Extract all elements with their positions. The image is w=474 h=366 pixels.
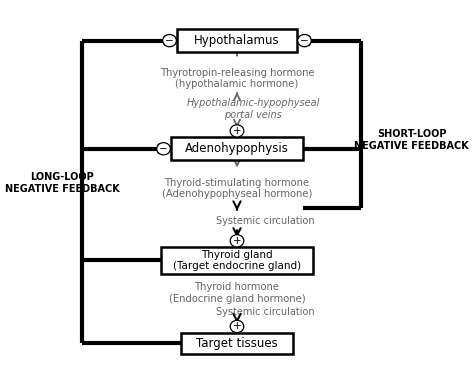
Circle shape: [230, 235, 244, 247]
Circle shape: [163, 34, 176, 47]
Text: Thyroid hormone
(Endocrine gland hormone): Thyroid hormone (Endocrine gland hormone…: [169, 282, 305, 304]
Text: +: +: [233, 321, 241, 332]
FancyBboxPatch shape: [181, 333, 293, 354]
Circle shape: [230, 125, 244, 137]
Text: Hypothalamic-hypophyseal
portal veins: Hypothalamic-hypophyseal portal veins: [186, 98, 320, 120]
Circle shape: [298, 34, 311, 47]
Text: SHORT-LOOP
NEGATIVE FEEDBACK: SHORT-LOOP NEGATIVE FEEDBACK: [354, 129, 469, 150]
Text: Thyroid gland
(Target endocrine gland): Thyroid gland (Target endocrine gland): [173, 250, 301, 271]
Text: −: −: [300, 36, 309, 46]
Text: Thyrotropin-releasing hormone
(hypothalamic hormone): Thyrotropin-releasing hormone (hypothala…: [160, 68, 314, 89]
FancyBboxPatch shape: [177, 29, 297, 52]
Circle shape: [157, 143, 170, 155]
Text: Systemic circulation: Systemic circulation: [216, 307, 314, 317]
Text: +: +: [233, 236, 241, 246]
Text: Thyroid-stimulating hormone
(Adenohypophyseal hormone): Thyroid-stimulating hormone (Adenohypoph…: [162, 178, 312, 199]
Text: Adenohypophysis: Adenohypophysis: [185, 142, 289, 155]
Circle shape: [230, 320, 244, 333]
Text: Target tissues: Target tissues: [196, 337, 278, 350]
Text: −: −: [159, 144, 168, 154]
Text: LONG-LOOP
NEGATIVE FEEDBACK: LONG-LOOP NEGATIVE FEEDBACK: [5, 172, 120, 194]
Text: −: −: [165, 36, 174, 46]
Text: Systemic circulation: Systemic circulation: [216, 216, 314, 226]
Text: Hypothalamus: Hypothalamus: [194, 34, 280, 47]
Text: +: +: [233, 126, 241, 136]
FancyBboxPatch shape: [161, 247, 313, 274]
FancyBboxPatch shape: [171, 137, 303, 160]
